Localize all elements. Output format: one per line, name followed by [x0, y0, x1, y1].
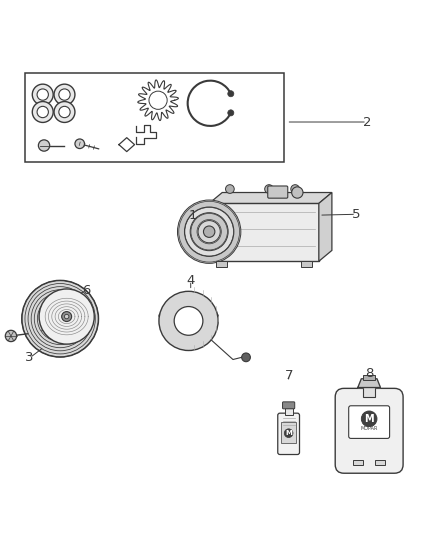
- Text: 1: 1: [189, 208, 197, 222]
- Text: 5: 5: [352, 208, 360, 221]
- Circle shape: [159, 292, 218, 351]
- Text: M: M: [285, 430, 292, 436]
- Bar: [285, 408, 293, 415]
- FancyBboxPatch shape: [349, 406, 390, 439]
- Circle shape: [226, 184, 234, 193]
- Circle shape: [184, 207, 234, 256]
- Circle shape: [22, 280, 99, 357]
- Bar: [209, 204, 319, 261]
- Circle shape: [39, 289, 94, 344]
- Circle shape: [177, 200, 241, 263]
- Text: 8: 8: [365, 367, 373, 379]
- FancyBboxPatch shape: [335, 389, 403, 473]
- Text: 7: 7: [284, 369, 293, 382]
- Text: 4: 4: [187, 274, 195, 287]
- Circle shape: [75, 139, 85, 149]
- Circle shape: [39, 140, 49, 151]
- Text: MOPAR: MOPAR: [360, 426, 378, 431]
- FancyBboxPatch shape: [278, 413, 300, 455]
- Bar: [281, 422, 296, 443]
- Circle shape: [5, 330, 17, 342]
- Circle shape: [32, 102, 53, 123]
- Circle shape: [361, 411, 377, 426]
- Bar: [363, 375, 375, 379]
- Circle shape: [291, 184, 300, 193]
- FancyBboxPatch shape: [268, 186, 288, 198]
- Circle shape: [32, 84, 53, 105]
- Circle shape: [64, 314, 69, 319]
- Circle shape: [198, 221, 220, 243]
- Circle shape: [284, 429, 293, 438]
- Circle shape: [54, 102, 75, 123]
- Text: M: M: [364, 414, 374, 424]
- Circle shape: [174, 306, 203, 335]
- Circle shape: [62, 312, 72, 321]
- Circle shape: [59, 89, 70, 100]
- Circle shape: [265, 184, 273, 193]
- FancyBboxPatch shape: [283, 402, 295, 409]
- Circle shape: [54, 84, 75, 105]
- Bar: [375, 460, 385, 465]
- Bar: [216, 261, 226, 268]
- Circle shape: [242, 353, 251, 362]
- Polygon shape: [358, 379, 381, 387]
- Circle shape: [47, 305, 73, 332]
- Ellipse shape: [159, 308, 218, 323]
- Circle shape: [292, 187, 303, 198]
- Text: 3: 3: [25, 351, 34, 365]
- Text: 6: 6: [82, 284, 90, 297]
- Circle shape: [228, 110, 234, 116]
- Polygon shape: [209, 192, 332, 204]
- Polygon shape: [319, 192, 332, 261]
- Bar: [25, 73, 284, 162]
- Circle shape: [59, 107, 70, 118]
- Bar: [301, 261, 312, 268]
- Circle shape: [228, 91, 234, 97]
- Circle shape: [37, 89, 48, 100]
- Circle shape: [190, 213, 228, 251]
- Circle shape: [37, 107, 48, 118]
- Bar: [353, 460, 364, 465]
- Circle shape: [204, 226, 215, 237]
- Text: 2: 2: [363, 116, 371, 128]
- Bar: [363, 387, 375, 397]
